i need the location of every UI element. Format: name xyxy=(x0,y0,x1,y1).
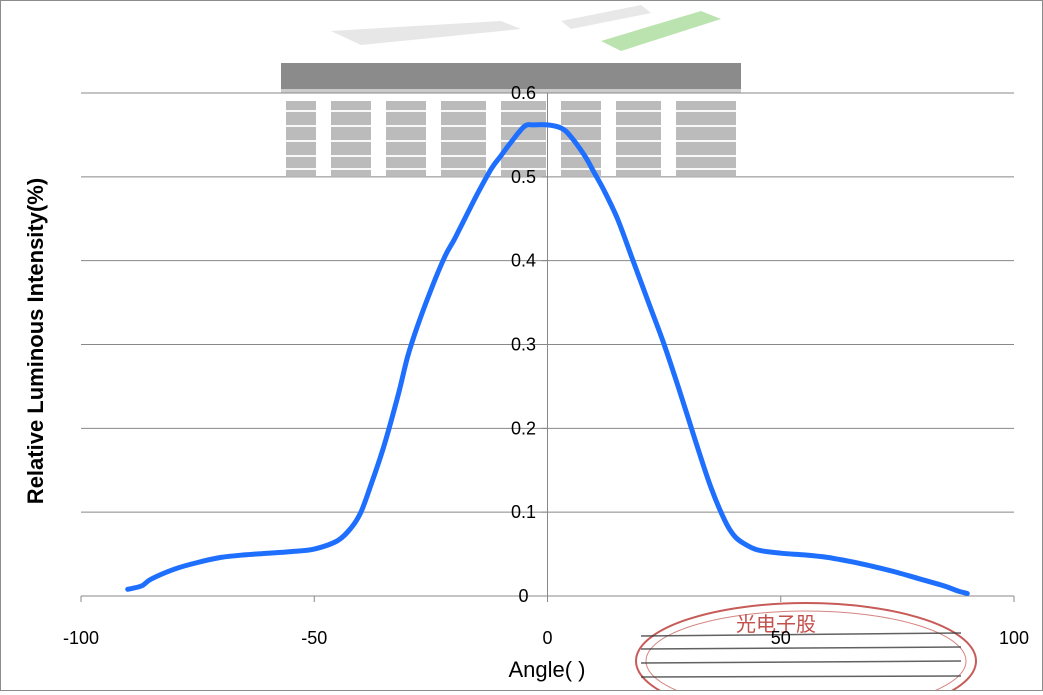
series-group xyxy=(125,122,970,596)
x-tick-label-2: 0 xyxy=(542,628,552,648)
y-axis-title: Relative Luminous Intensity(%) xyxy=(23,178,48,504)
y-tick-labels: 0 0.1 0.2 0.3 0.4 0.5 0.6 xyxy=(511,83,536,606)
y-tick-label-6: 0.6 xyxy=(511,83,536,103)
x-tick-labels: -100 -50 0 50 100 xyxy=(63,628,1029,648)
watermark-banner xyxy=(281,5,741,176)
y-tick-label-4: 0.4 xyxy=(511,251,536,271)
x-tick-label-0: -100 xyxy=(63,628,99,648)
x-tick-label-3: 50 xyxy=(771,628,791,648)
x-tick-label-4: 100 xyxy=(999,628,1029,648)
y-tick-label-3: 0.3 xyxy=(511,335,536,355)
stamp-text: 光电子股 xyxy=(736,613,816,636)
series-line-0 xyxy=(125,122,970,596)
x-tick-label-1: -50 xyxy=(301,628,327,648)
y-tick-label-0: 0 xyxy=(518,586,528,606)
y-tick-label-2: 0.2 xyxy=(511,418,536,438)
y-tick-label-5: 0.5 xyxy=(511,167,536,187)
axes xyxy=(80,92,1015,602)
x-axis-title: Angle( ) xyxy=(508,657,585,682)
company-stamp: 光电子股 xyxy=(635,602,977,695)
y-tick-label-1: 0.1 xyxy=(511,502,536,522)
